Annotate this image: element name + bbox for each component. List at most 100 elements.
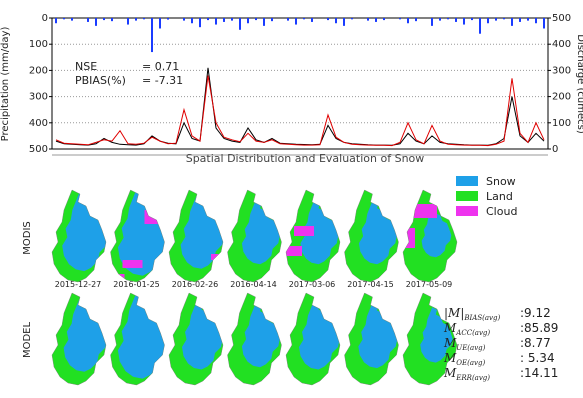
y-tick-label: 300 (29, 92, 48, 103)
metric: MERR(avg) (443, 366, 490, 382)
precip-bar (247, 18, 249, 23)
map (343, 293, 403, 388)
y2-axis-label: Discharge (cumecs) (575, 34, 583, 134)
map-fill (109, 291, 170, 388)
precip-bar (271, 18, 273, 21)
y2-tick-label: 400 (552, 39, 571, 50)
plot-frame (52, 18, 548, 149)
metric: MOE(avg) (443, 351, 485, 367)
precip-bar (335, 18, 337, 23)
precip-bar (511, 18, 513, 26)
annotation: NSE (75, 60, 97, 73)
precip-bar (495, 18, 497, 21)
annotation: = 0.71 (142, 60, 179, 73)
y2-tick-label: 300 (552, 65, 571, 76)
metric: MUE(avg) (443, 336, 486, 352)
precip-bar (327, 18, 329, 20)
metric-subscript: UE(avg) (456, 344, 485, 352)
map-fill (284, 190, 344, 285)
discharge-line (56, 68, 544, 146)
precip-bar (95, 18, 97, 26)
precip-bar (303, 18, 305, 19)
map (109, 188, 170, 285)
map (284, 190, 344, 285)
map (50, 190, 110, 285)
precip-bar (439, 18, 441, 21)
precip-bar (295, 18, 297, 25)
map-fill (109, 188, 170, 285)
map-fill (284, 293, 344, 388)
precip-bar (527, 18, 529, 21)
precip-bar (135, 18, 137, 21)
legend-swatch (456, 206, 478, 216)
precip-bar (71, 18, 73, 21)
precip-bar (143, 18, 145, 19)
annotation: = -7.31 (142, 74, 183, 87)
cloud (145, 210, 159, 224)
y2-tick-label: 100 (552, 118, 571, 129)
map-fill (226, 293, 286, 388)
precip-bar (159, 18, 161, 28)
map (226, 190, 286, 285)
legend-label: Land (486, 190, 513, 203)
map (50, 293, 110, 388)
map-fill (343, 190, 403, 285)
annotation: PBIAS(%) (75, 74, 126, 87)
precip-bar (455, 18, 457, 22)
precip-bar (55, 18, 57, 23)
precip-bar (183, 18, 185, 21)
precip-bar (191, 18, 193, 23)
precip-bar (471, 18, 473, 20)
precip-bar (231, 18, 233, 21)
precip-bar (103, 18, 105, 20)
precip-bar (87, 18, 89, 22)
precip-bar (431, 18, 433, 26)
metric-symbol: M (443, 336, 457, 350)
panel-title: Spatial Distribution and Evaluation of S… (186, 152, 425, 165)
y-tick-label: 200 (29, 65, 48, 76)
precip-bar (479, 18, 481, 34)
map (343, 190, 403, 285)
metric-subscript: ERR(avg) (455, 374, 490, 382)
metric-value: :8.77 (520, 336, 551, 350)
precip-bar (215, 18, 217, 25)
legend-label: Cloud (486, 205, 517, 218)
y-tick-label: 0 (42, 13, 48, 24)
legend-swatch (456, 191, 478, 201)
metric-symbol: M (443, 366, 457, 380)
precip-bar (367, 18, 369, 21)
precip-bar (263, 18, 265, 26)
row-label: MODIS (22, 221, 33, 255)
precip-bar (151, 18, 153, 52)
metric-subscript: ACC(avg) (455, 329, 490, 337)
cloud (286, 246, 302, 256)
precip-bar (239, 18, 241, 30)
metric-value: :9.12 (520, 306, 551, 320)
map-fill (50, 293, 110, 388)
precip-bar (207, 18, 209, 20)
row-label: MODEL (22, 322, 33, 359)
precip-bar (407, 18, 409, 23)
map-fill (167, 190, 227, 285)
map (401, 190, 461, 285)
precip-bar (375, 18, 377, 22)
cloud (123, 260, 143, 268)
precip-bar (503, 18, 505, 19)
metric: MACC(avg) (443, 321, 490, 337)
precip-bar (127, 18, 129, 25)
precip-bar (63, 18, 65, 19)
map (167, 190, 227, 285)
map (284, 293, 344, 388)
figure: Precipitation (mm/day) Discharge (cumecs… (0, 0, 583, 394)
precip-bar (351, 18, 353, 19)
map (167, 293, 227, 388)
precip-bar (399, 18, 401, 19)
map-fill (226, 190, 286, 285)
precip-bar (287, 18, 289, 21)
precip-bar (519, 18, 521, 22)
discharge-line (56, 76, 544, 146)
precip-bar (199, 18, 201, 27)
metric-symbol: M (443, 321, 457, 335)
metric-value: :85.89 (520, 321, 558, 335)
precip-bar (311, 18, 313, 22)
